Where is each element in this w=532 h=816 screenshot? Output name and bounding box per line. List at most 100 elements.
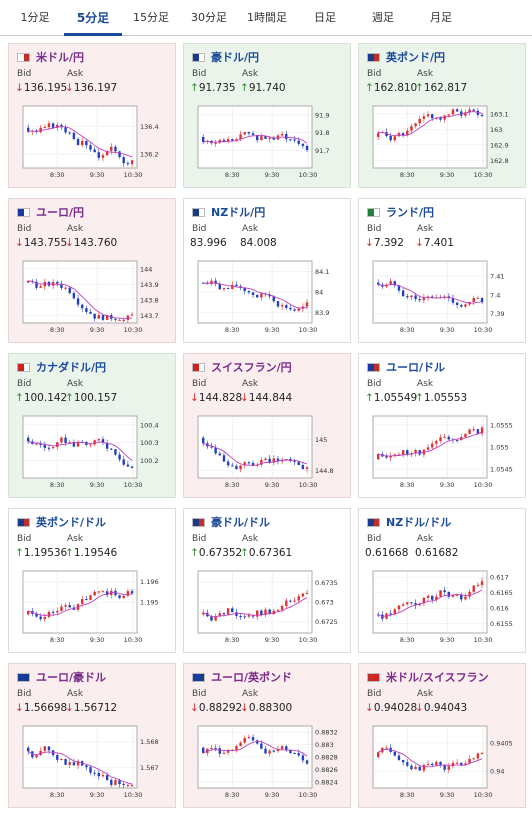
- candle-body: [105, 591, 109, 596]
- candlestick-chart[interactable]: 1.196 1.195 8:30 9:30 10:30: [17, 567, 169, 649]
- pair-name[interactable]: 米ドル/スイスフラン: [386, 671, 489, 684]
- bid-label: Bid: [192, 69, 207, 79]
- y-tick-label: 1.0545: [490, 466, 513, 474]
- pair-name[interactable]: ユーロ/円: [36, 206, 85, 219]
- x-tick-label: 9:30: [265, 636, 280, 644]
- card-header: 英ポンド/円: [367, 50, 445, 64]
- rate-card[interactable]: スイスフラン/円 Bid Ask ↓144.828 ↓144.844 145 144.8 8:…: [183, 353, 351, 498]
- candle-body: [56, 281, 59, 284]
- candle-body: [43, 616, 47, 620]
- tab-5[interactable]: 日足: [314, 11, 336, 24]
- candle-body: [397, 755, 401, 760]
- candle-body: [305, 467, 309, 469]
- pair-name[interactable]: ユーロ/英ポンド: [211, 671, 293, 684]
- pair-name[interactable]: 英ポンド/円: [386, 51, 446, 64]
- candle-body: [68, 605, 71, 608]
- rate-card[interactable]: ランド/円 Bid Ask ↓7.392 ↓7.401 7.41 7.4 7.39 8:30 9:…: [358, 198, 526, 343]
- rate-card[interactable]: ユーロ/円 Bid Ask ↓143.755 ↓143.760 144 143.9 143.8…: [8, 198, 176, 343]
- pair-name[interactable]: スイスフラン/円: [211, 361, 292, 374]
- candlestick-chart[interactable]: 0.617 0.6165 0.616 0.6155 8:30 9:30 10:30: [367, 567, 519, 649]
- candle-body: [455, 439, 459, 441]
- candlestick-chart[interactable]: 144 143.9 143.8 143.7 8:30 9:30 10:30: [17, 257, 169, 339]
- tab-0[interactable]: 1分足: [20, 11, 50, 24]
- pair-name[interactable]: NZドル/ドル: [386, 516, 452, 529]
- candlestick-chart[interactable]: 0.6735 0.673 0.6725 8:30 9:30 10:30: [192, 567, 344, 649]
- rate-card[interactable]: 英ポンド/ドル Bid Ask ↑1.19536 ↑1.19546 1.196 1.195 8…: [8, 508, 176, 653]
- candlestick-chart[interactable]: 84.1 84 83.9 8:30 9:30 10:30: [192, 257, 344, 339]
- pair-name[interactable]: 英ポンド/ドル: [36, 516, 107, 529]
- rate-card[interactable]: 米ドル/円 Bid Ask ↓136.195 ↓136.197 136.4 136.2 8:3…: [8, 43, 176, 188]
- candlestick-chart[interactable]: 7.41 7.4 7.39 8:30 9:30 10:30: [367, 257, 519, 339]
- candle-body: [464, 763, 467, 765]
- candle-body: [93, 772, 96, 774]
- candle-body: [460, 304, 463, 307]
- candle-body: [118, 454, 121, 460]
- candlestick-chart[interactable]: 136.4 136.2 8:30 9:30 10:30: [17, 102, 169, 184]
- pair-name[interactable]: カナダドル/円: [36, 361, 107, 374]
- candle-body: [222, 288, 226, 290]
- candle-body: [272, 750, 276, 752]
- candlestick-chart[interactable]: 0.9405 0.94 8:30 9:30 10:30: [367, 722, 519, 804]
- rate-card[interactable]: 豪ドル/ドル Bid Ask ↑0.67352 ↑0.67361 0.6735 0.673 0…: [183, 508, 351, 653]
- y-tick-label: 83.9: [315, 309, 329, 317]
- candlestick-chart[interactable]: 0.8832 0.883 0.8828 0.8826 0.8824 8:30 9:30 10:…: [192, 722, 344, 804]
- rate-card[interactable]: 英ポンド/円 Bid Ask ↑162.810 ↑162.817 163.1 163 162.…: [358, 43, 526, 188]
- candlestick-chart[interactable]: 1.0555 1.055 1.0545 8:30 9:30 10:30: [367, 412, 519, 494]
- rate-card[interactable]: NZドル/ドル Bid Ask 0.61668 0.61682 0.617 0.6165 0.…: [358, 508, 526, 653]
- rate-card[interactable]: カナダドル/円 Bid Ask ↑100.142 ↑100.157 100.4 100.3 1…: [8, 353, 176, 498]
- tab-2[interactable]: 15分足: [133, 11, 169, 24]
- tab-3[interactable]: 30分足: [191, 11, 227, 24]
- tab-7[interactable]: 月足: [430, 11, 452, 24]
- rate-card[interactable]: ユーロ/英ポンド Bid Ask ↓0.88292 ↓0.88300 0.8832 0.88…: [183, 663, 351, 808]
- pair-name[interactable]: ユーロ/豪ドル: [36, 671, 107, 684]
- candle-body: [239, 286, 242, 288]
- moving-average-line: [203, 597, 308, 618]
- candle-body: [280, 606, 284, 610]
- candle-body: [418, 118, 421, 124]
- candlestick-chart[interactable]: 145 144.8 8:30 9:30 10:30: [192, 412, 344, 494]
- candlestick-chart[interactable]: 1.568 1.567 8:30 9:30 10:30: [17, 722, 169, 804]
- rate-card[interactable]: NZドル/円 Bid Ask 83.996 84.008 84.1 84 83.9 8:30 9:…: [183, 198, 351, 343]
- tab-6[interactable]: 週足: [372, 11, 394, 24]
- rate-card[interactable]: 豪ドル/円 Bid Ask ↑91.735 ↑91.740 91.9 91.8 91.7 8:3…: [183, 43, 351, 188]
- x-tick-label: 9:30: [440, 171, 455, 179]
- y-tick-label: 0.6735: [315, 579, 338, 587]
- pair-name[interactable]: ユーロ/ドル: [386, 361, 446, 374]
- bid-label: Bid: [192, 379, 207, 389]
- candle-body: [256, 295, 259, 298]
- pair-name[interactable]: 豪ドル/円: [211, 51, 260, 64]
- tab-4[interactable]: 1時間足: [247, 11, 287, 24]
- pair-name[interactable]: 豪ドル/ドル: [211, 516, 271, 529]
- rate-card[interactable]: 米ドル/スイスフラン Bid Ask ↓0.94028 ↓0.94043 0.9405 0.…: [358, 663, 526, 808]
- pair-name[interactable]: 米ドル/円: [36, 51, 85, 64]
- x-tick-label: 8:30: [225, 481, 240, 489]
- candlestick-chart[interactable]: 100.4 100.3 100.2 8:30 9:30 10:30: [17, 412, 169, 494]
- rate-card[interactable]: ユーロ/豪ドル Bid Ask ↓1.56698 ↓1.56712 1.568 1.567 8…: [8, 663, 176, 808]
- flag-icon: [17, 207, 30, 217]
- candle-body: [401, 133, 405, 136]
- candle-body: [447, 436, 451, 440]
- y-tick-label: 0.8824: [315, 778, 338, 786]
- candle-body: [243, 132, 246, 135]
- bid-label: Bid: [192, 534, 207, 544]
- pair-name[interactable]: NZドル/円: [211, 206, 266, 219]
- arrow-up-icon: ↑: [415, 82, 424, 94]
- candle-body: [110, 779, 113, 785]
- candle-body: [235, 612, 238, 616]
- tab-1[interactable]: 5分足: [64, 0, 122, 36]
- candle-body: [451, 298, 455, 303]
- candle-body: [130, 314, 134, 316]
- candlestick-chart[interactable]: 163.1 163 162.9 162.8 8:30 9:30 10:30: [367, 102, 519, 184]
- candle-body: [289, 600, 292, 602]
- bid-value: ↓136.195: [15, 82, 68, 94]
- ask-label: Ask: [417, 379, 434, 389]
- bid-value: ↑0.67352: [190, 547, 243, 559]
- x-tick-label: 9:30: [440, 481, 455, 489]
- rate-card[interactable]: ユーロ/ドル Bid Ask ↑1.05549 ↑1.05553 1.0555 1.055 1…: [358, 353, 526, 498]
- x-tick-label: 8:30: [225, 791, 240, 799]
- candle-body: [389, 281, 392, 285]
- y-tick-label: 0.8828: [315, 754, 338, 762]
- candlestick-chart[interactable]: 91.9 91.8 91.7 8:30 9:30 10:30: [192, 102, 344, 184]
- pair-name[interactable]: ランド/円: [386, 206, 435, 219]
- ask-value: ↓0.94043: [415, 702, 468, 714]
